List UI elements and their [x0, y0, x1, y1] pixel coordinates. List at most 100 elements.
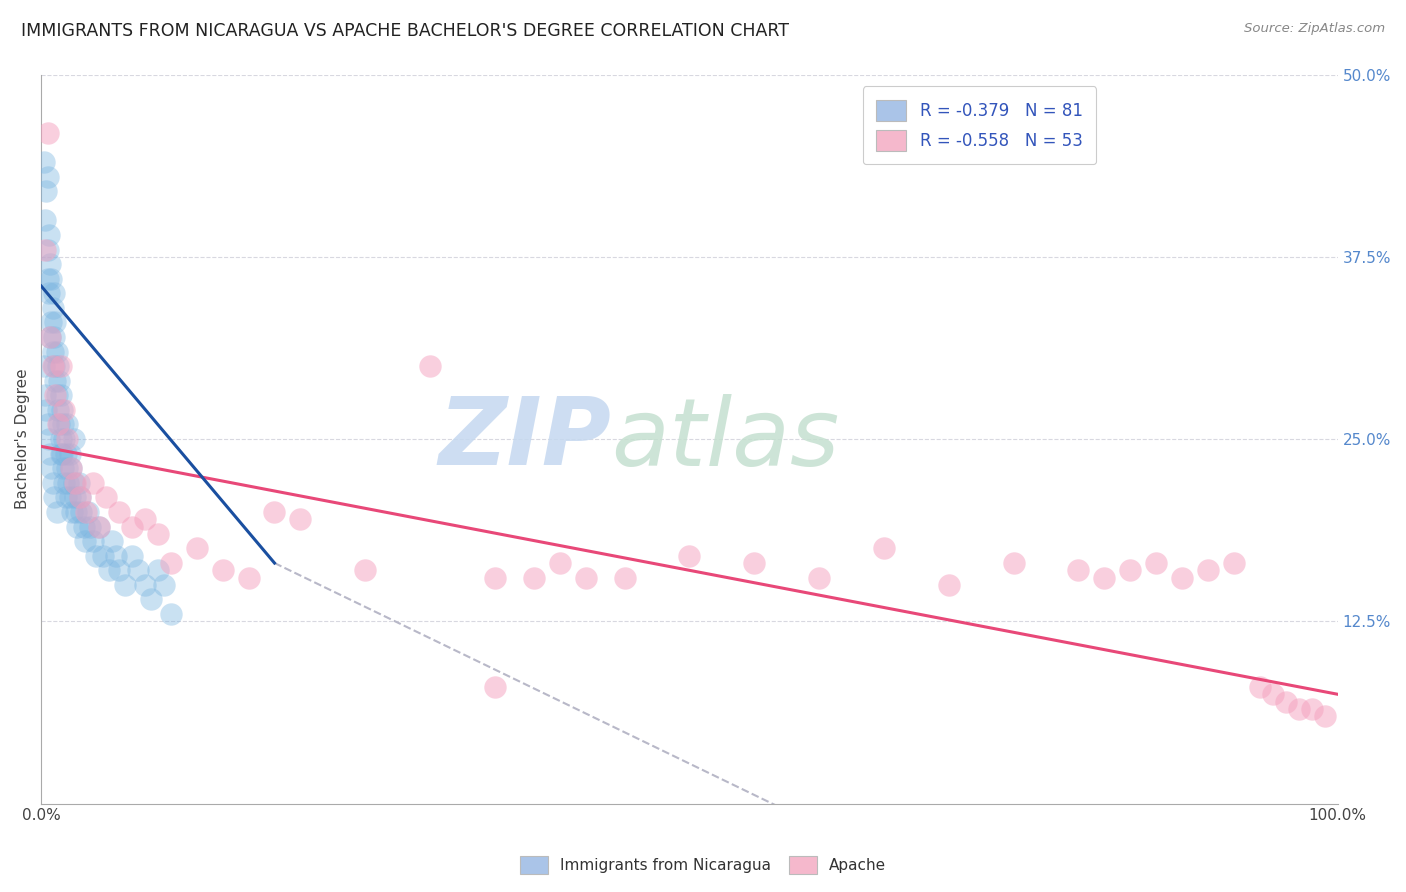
Point: [1301, 702, 1323, 716]
Legend: R = -0.379   N = 81, R = -0.558   N = 53: R = -0.379 N = 81, R = -0.558 N = 53: [863, 87, 1095, 164]
Point: [42, 330, 65, 344]
Point: [48, 417, 70, 432]
Point: [52, 461, 75, 475]
Point: [52, 417, 75, 432]
Point: [82, 475, 104, 490]
Point: [38, 432, 60, 446]
Point: [938, 578, 960, 592]
Point: [48, 374, 70, 388]
Point: [1119, 563, 1142, 577]
Point: [1092, 571, 1115, 585]
Point: [34, 213, 56, 227]
Point: [742, 556, 765, 570]
Point: [127, 563, 149, 577]
Point: [575, 571, 598, 585]
Point: [37, 169, 59, 184]
Point: [53, 432, 76, 446]
Point: [39, 330, 62, 344]
Point: [56, 432, 79, 446]
Point: [34, 243, 56, 257]
Point: [89, 519, 111, 533]
Point: [1223, 556, 1246, 570]
Point: [46, 359, 69, 373]
Point: [1002, 556, 1025, 570]
Point: [59, 447, 82, 461]
Point: [134, 578, 156, 592]
Point: [186, 541, 208, 556]
Point: [45, 505, 67, 519]
Point: [1249, 680, 1271, 694]
Point: [121, 549, 143, 563]
Point: [146, 563, 169, 577]
Point: [46, 417, 69, 432]
Y-axis label: Bachelor's Degree: Bachelor's Degree: [15, 368, 30, 509]
Point: [44, 388, 66, 402]
Point: [49, 388, 72, 402]
Point: [75, 534, 97, 549]
Point: [1261, 687, 1284, 701]
Point: [42, 359, 65, 373]
Point: [1313, 709, 1336, 723]
Point: [42, 301, 65, 315]
Point: [32, 155, 55, 169]
Point: [34, 388, 56, 402]
Point: [82, 534, 104, 549]
Point: [55, 447, 77, 461]
Point: [108, 563, 131, 577]
Point: [613, 571, 636, 585]
Point: [808, 571, 831, 585]
Point: [419, 359, 441, 373]
Point: [238, 571, 260, 585]
Point: [49, 432, 72, 446]
Point: [79, 519, 101, 533]
Point: [159, 556, 181, 570]
Point: [60, 505, 83, 519]
Point: [101, 534, 124, 549]
Point: [354, 563, 377, 577]
Point: [51, 447, 73, 461]
Point: [69, 491, 91, 505]
Point: [46, 403, 69, 417]
Point: [1288, 702, 1310, 716]
Point: [56, 461, 79, 475]
Point: [114, 578, 136, 592]
Point: [141, 592, 163, 607]
Point: [59, 461, 82, 475]
Point: [41, 461, 63, 475]
Point: [56, 417, 79, 432]
Point: [69, 491, 91, 505]
Point: [97, 563, 120, 577]
Point: [44, 315, 66, 329]
Point: [38, 286, 60, 301]
Point: [53, 475, 76, 490]
Point: [42, 344, 65, 359]
Point: [35, 184, 58, 198]
Point: [63, 475, 86, 490]
Point: [32, 359, 55, 373]
Text: Source: ZipAtlas.com: Source: ZipAtlas.com: [1244, 22, 1385, 36]
Point: [108, 505, 131, 519]
Point: [1274, 694, 1296, 708]
Point: [290, 512, 312, 526]
Point: [105, 549, 128, 563]
Point: [45, 388, 67, 402]
Point: [84, 549, 107, 563]
Point: [153, 578, 176, 592]
Point: [39, 257, 62, 271]
Point: [121, 519, 143, 533]
Point: [39, 330, 62, 344]
Point: [211, 563, 233, 577]
Text: atlas: atlas: [612, 393, 839, 484]
Point: [678, 549, 700, 563]
Point: [65, 505, 87, 519]
Point: [37, 126, 59, 140]
Point: [263, 505, 285, 519]
Point: [53, 403, 76, 417]
Point: [63, 491, 86, 505]
Point: [1144, 556, 1167, 570]
Text: IMMIGRANTS FROM NICARAGUA VS APACHE BACHELOR'S DEGREE CORRELATION CHART: IMMIGRANTS FROM NICARAGUA VS APACHE BACH…: [21, 22, 789, 40]
Point: [873, 541, 896, 556]
Point: [523, 571, 546, 585]
Point: [37, 417, 59, 432]
Point: [55, 491, 77, 505]
